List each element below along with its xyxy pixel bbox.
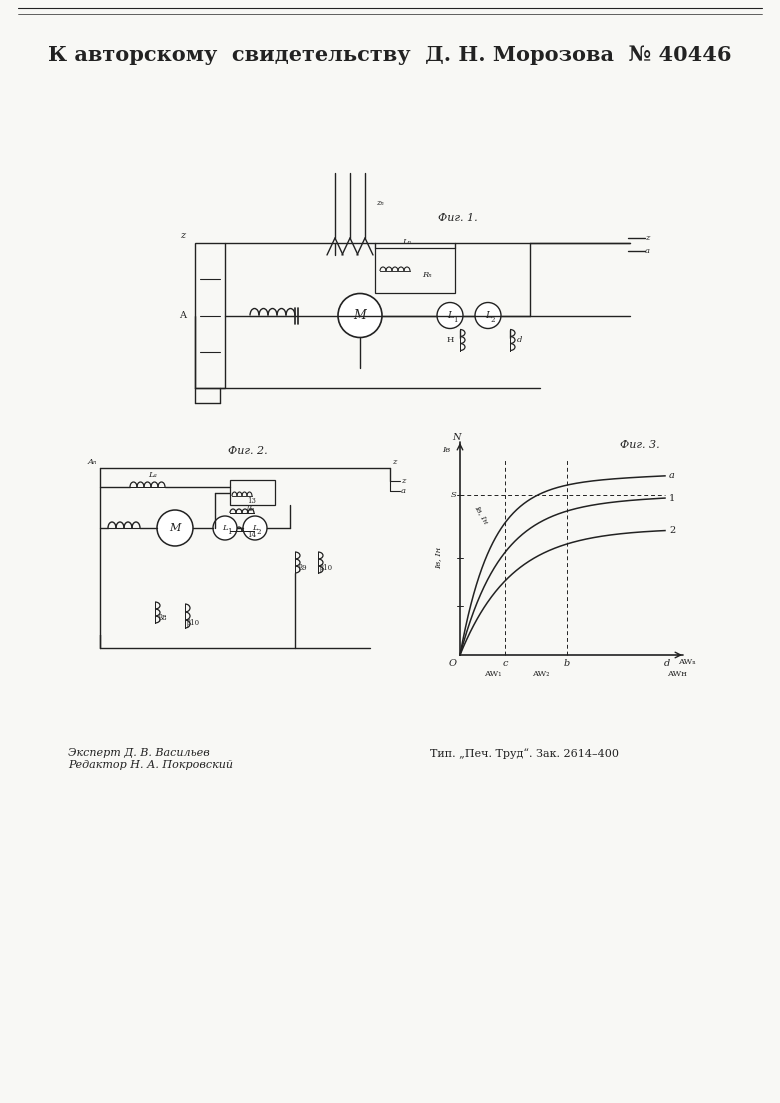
Text: Iв: Iв	[442, 446, 450, 454]
Text: z: z	[180, 231, 186, 239]
Bar	[230, 480, 275, 505]
Text: 1: 1	[227, 528, 231, 536]
Text: AWн: AWн	[667, 670, 687, 678]
Text: К авторскому  свидетельству  Д. Н. Морозова  № 40446: К авторскому свидетельству Д. Н. Морозов…	[48, 45, 732, 65]
Text: 2: 2	[257, 528, 261, 536]
Text: z: z	[392, 458, 396, 465]
Text: Rₙ: Rₙ	[422, 271, 432, 279]
Text: AWₙ: AWₙ	[678, 658, 696, 666]
Text: 2: 2	[491, 317, 495, 324]
Text: Iв, Iн: Iв, Iн	[473, 504, 491, 525]
Text: M: M	[169, 523, 181, 533]
Text: Aₙ: Aₙ	[87, 458, 97, 465]
Text: L: L	[222, 524, 228, 532]
Text: Фиг. 1.: Фиг. 1.	[438, 213, 478, 223]
Circle shape	[243, 516, 267, 540]
Circle shape	[437, 302, 463, 329]
Circle shape	[475, 302, 501, 329]
Text: S: S	[451, 491, 457, 499]
Text: L: L	[252, 524, 258, 532]
Text: z: z	[645, 234, 649, 242]
Text: A: A	[179, 311, 186, 320]
Text: b: b	[563, 660, 569, 668]
Text: 1: 1	[452, 317, 457, 324]
Text: Тип. „Печ. Труд“. Зак. 2614–400: Тип. „Печ. Труд“. Зак. 2614–400	[430, 748, 619, 759]
Text: AW₂: AW₂	[532, 670, 550, 678]
Text: β10: β10	[186, 619, 200, 627]
Circle shape	[213, 516, 237, 540]
Text: M: M	[353, 309, 367, 322]
Text: L: L	[447, 311, 453, 320]
Text: H: H	[446, 336, 454, 344]
Text: O: O	[449, 658, 457, 667]
Text: d: d	[664, 660, 670, 668]
Bar	[195, 243, 225, 388]
Text: Iв, Iн: Iв, Iн	[434, 546, 442, 568]
Text: zₙ: zₙ	[376, 199, 384, 207]
Text: L: L	[484, 311, 491, 320]
Text: 1: 1	[669, 493, 675, 503]
Text: 13: 13	[247, 497, 257, 505]
Text: a: a	[669, 471, 675, 481]
Text: Эксперт Д. В. Васильев
Редактор Н. А. Покровский: Эксперт Д. В. Васильев Редактор Н. А. По…	[68, 748, 233, 770]
Text: β8: β8	[158, 614, 168, 622]
Text: β9: β9	[299, 564, 307, 572]
Text: β10: β10	[320, 564, 332, 572]
Text: c: c	[502, 660, 508, 668]
Text: βₙ: βₙ	[246, 505, 254, 513]
Text: Lₐ: Lₐ	[149, 471, 158, 479]
Text: 14: 14	[247, 531, 257, 539]
Text: Lₙ: Lₙ	[402, 238, 412, 246]
Text: a: a	[400, 488, 406, 495]
Text: z: z	[401, 476, 405, 485]
Text: Фиг. 3.: Фиг. 3.	[620, 440, 660, 450]
Circle shape	[338, 293, 382, 338]
Text: N: N	[452, 433, 460, 442]
Text: 2: 2	[669, 526, 675, 535]
Text: Фиг. 2.: Фиг. 2.	[229, 446, 268, 456]
Circle shape	[157, 510, 193, 546]
Text: d: d	[517, 336, 523, 344]
Text: AW₁: AW₁	[484, 670, 502, 678]
Bar	[375, 248, 455, 293]
Text: a: a	[644, 247, 650, 255]
